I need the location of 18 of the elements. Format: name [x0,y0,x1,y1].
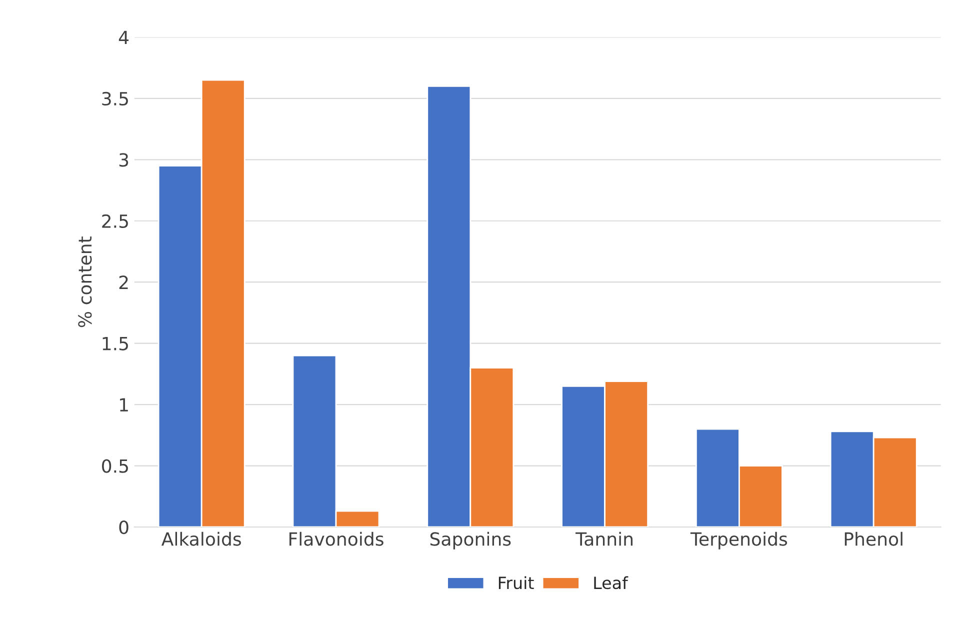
x-tick-label: Saponins [430,532,511,550]
y-tick-label: 3 [119,153,128,167]
y-tick-label: 4 [118,30,129,44]
y-tick-label: 3.5 [102,92,128,106]
x-tick-label: Terpenoids [690,532,788,550]
y-tick-label: 1 [120,398,128,412]
x-tick-label: Alkaloids [161,532,241,546]
y-axis-title: % content [78,236,92,328]
x-tick-label: Phenol [844,532,902,546]
y-tick-label: 1.5 [102,337,128,350]
x-tick-label: Tannin [576,532,632,546]
y-tick-label: 2 [119,276,128,289]
legend-label: Fruit [498,576,534,590]
y-tick-label: 0 [119,520,128,534]
legend-label: Leaf [594,576,628,590]
x-tick-label: Flavonoids [289,532,384,546]
y-tick-label: 2.5 [102,214,128,228]
y-tick-label: 0.5 [102,459,128,473]
